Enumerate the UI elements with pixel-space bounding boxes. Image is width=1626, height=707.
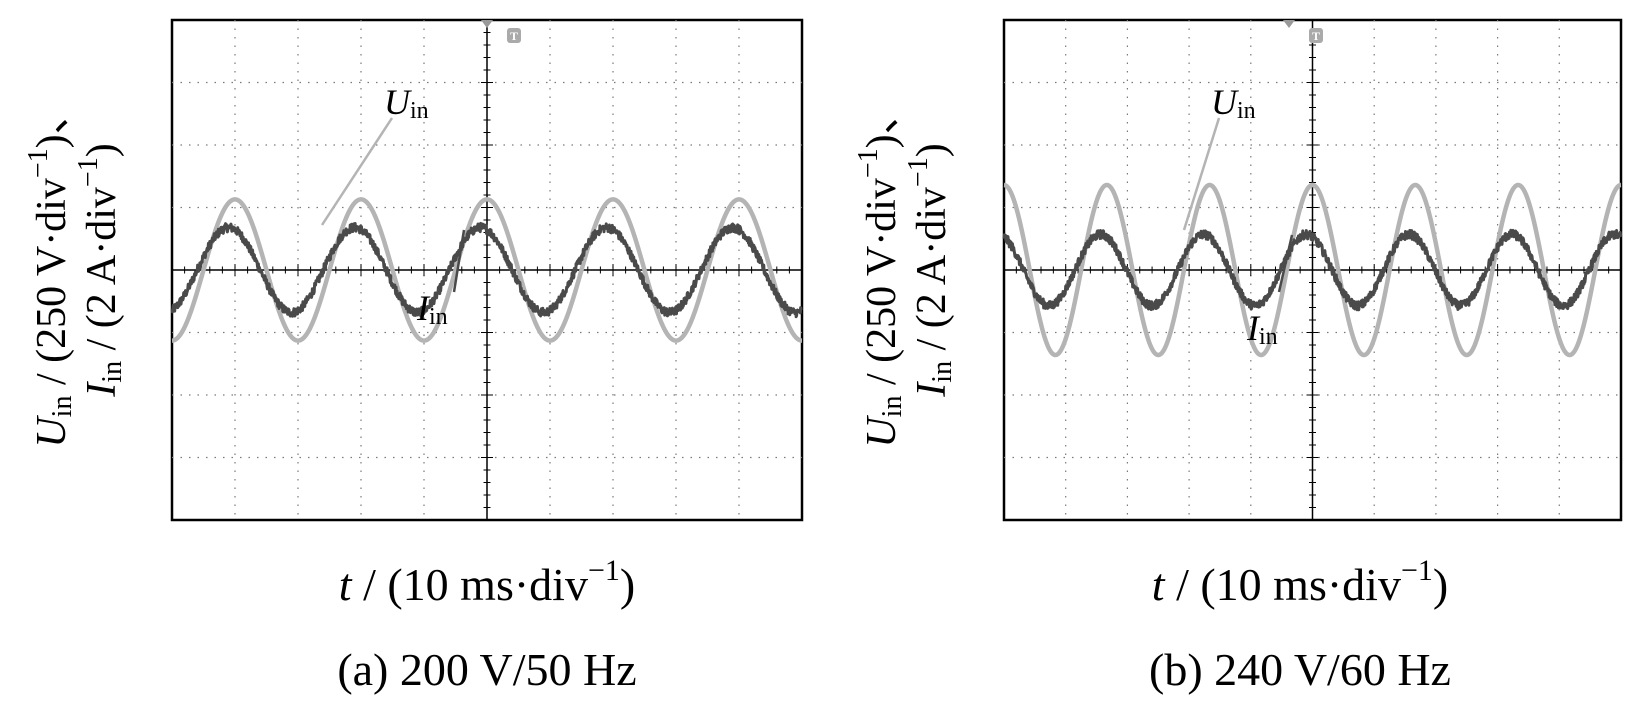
traces-a: [170, 197, 804, 343]
y-label-uin-a: Uin / (250 V·div−1)、: [23, 92, 78, 447]
y-label-iin-a: Iin / (2 A·div−1): [73, 143, 128, 397]
trigger-badge-icon: [507, 28, 521, 43]
y-label-iin-b: Iin / (2 A·div−1): [903, 143, 958, 397]
caption-a: (a) 200 V/50 Hz: [337, 644, 636, 695]
trigger-badge-label: T: [1312, 29, 1320, 43]
trace-iin-b: [1002, 228, 1623, 312]
plot-area-b: T Uin Iin: [1002, 18, 1623, 522]
panel-b: T Uin Iin Uin / (250 V·div−1)、 Iin / (2 …: [853, 18, 1623, 695]
x-axis-label-b: t / (10 ms·div−1): [1152, 554, 1448, 610]
y-axis-label-b: Uin / (250 V·div−1)、 Iin / (2 A·div−1): [853, 92, 958, 447]
callout-line-iin-b: [1277, 234, 1294, 293]
trigger-arrow-icon: [1283, 20, 1295, 28]
traces-b: [1002, 182, 1623, 358]
trigger-arrow-icon: [481, 20, 493, 28]
trigger-badge-label: T: [510, 29, 518, 43]
caption-b: (b) 240 V/60 Hz: [1149, 644, 1451, 695]
center-axes-b: [1004, 20, 1621, 520]
trigger-marker-b: T: [1283, 20, 1323, 43]
grid-b: [1004, 20, 1621, 520]
label-iin-b: Iin: [1246, 308, 1278, 350]
trace-iin-a: [170, 221, 804, 319]
panel-a: T Uin Iin Uin / (250 V·div−1)、 Iin / (2 …: [23, 18, 804, 695]
label-uin-a: Uin: [384, 82, 429, 124]
trigger-marker-a: T: [481, 20, 521, 43]
label-uin-b: Uin: [1211, 82, 1256, 124]
callout-line-iin-a: [452, 229, 466, 293]
plot-area-a: T Uin Iin: [170, 18, 804, 522]
y-axis-label-a: Uin / (250 V·div−1)、 Iin / (2 A·div−1): [23, 92, 128, 447]
trace-uin-b: [1002, 182, 1623, 358]
trigger-badge-icon: [1309, 28, 1323, 43]
label-iin-a: Iin: [416, 288, 448, 330]
y-label-uin-b: Uin / (250 V·div−1)、: [853, 92, 908, 447]
x-axis-label-a: t / (10 ms·div−1): [339, 554, 635, 610]
callout-line-uin-b: [1182, 117, 1221, 231]
callout-line-uin-a: [320, 117, 394, 226]
